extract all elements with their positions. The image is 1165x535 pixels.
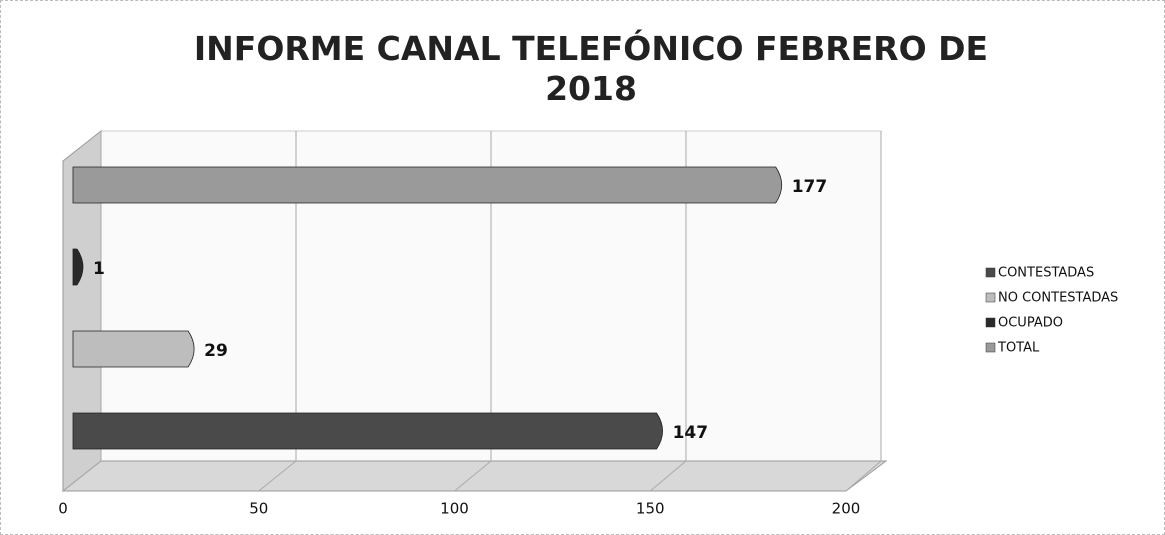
grid-line bbox=[845, 460, 882, 492]
bar bbox=[72, 166, 783, 204]
legend-label: TOTAL bbox=[997, 341, 1040, 356]
x-tick-label: 150 bbox=[636, 500, 665, 518]
x-tick-label: 200 bbox=[832, 500, 861, 518]
bar bbox=[72, 412, 663, 450]
x-tick-label: 50 bbox=[249, 500, 268, 518]
legend-swatch bbox=[985, 342, 996, 353]
legend-swatch bbox=[985, 317, 996, 328]
grid-line bbox=[258, 460, 297, 492]
legend-label: NO CONTESTADAS bbox=[998, 291, 1118, 306]
bar bbox=[72, 330, 195, 368]
legend-label: CONTESTADAS bbox=[998, 266, 1094, 281]
floor bbox=[61, 460, 888, 492]
legend-swatch bbox=[985, 292, 996, 303]
grid-line bbox=[454, 460, 492, 492]
data-label: 177 bbox=[792, 177, 828, 197]
grid-line bbox=[62, 460, 102, 492]
data-label: 29 bbox=[204, 341, 228, 361]
grid-line bbox=[649, 460, 687, 492]
bar bbox=[72, 248, 84, 286]
x-tick-label: 100 bbox=[440, 500, 469, 518]
legend-swatch bbox=[985, 267, 996, 278]
data-label: 147 bbox=[673, 423, 709, 443]
legend-label: OCUPADO bbox=[998, 316, 1063, 331]
x-tick-label: 0 bbox=[58, 500, 68, 518]
chart-title: INFORME CANAL TELEFÓNICO FEBRERO DE 2018 bbox=[193, 29, 989, 108]
data-label: 1 bbox=[93, 259, 105, 279]
